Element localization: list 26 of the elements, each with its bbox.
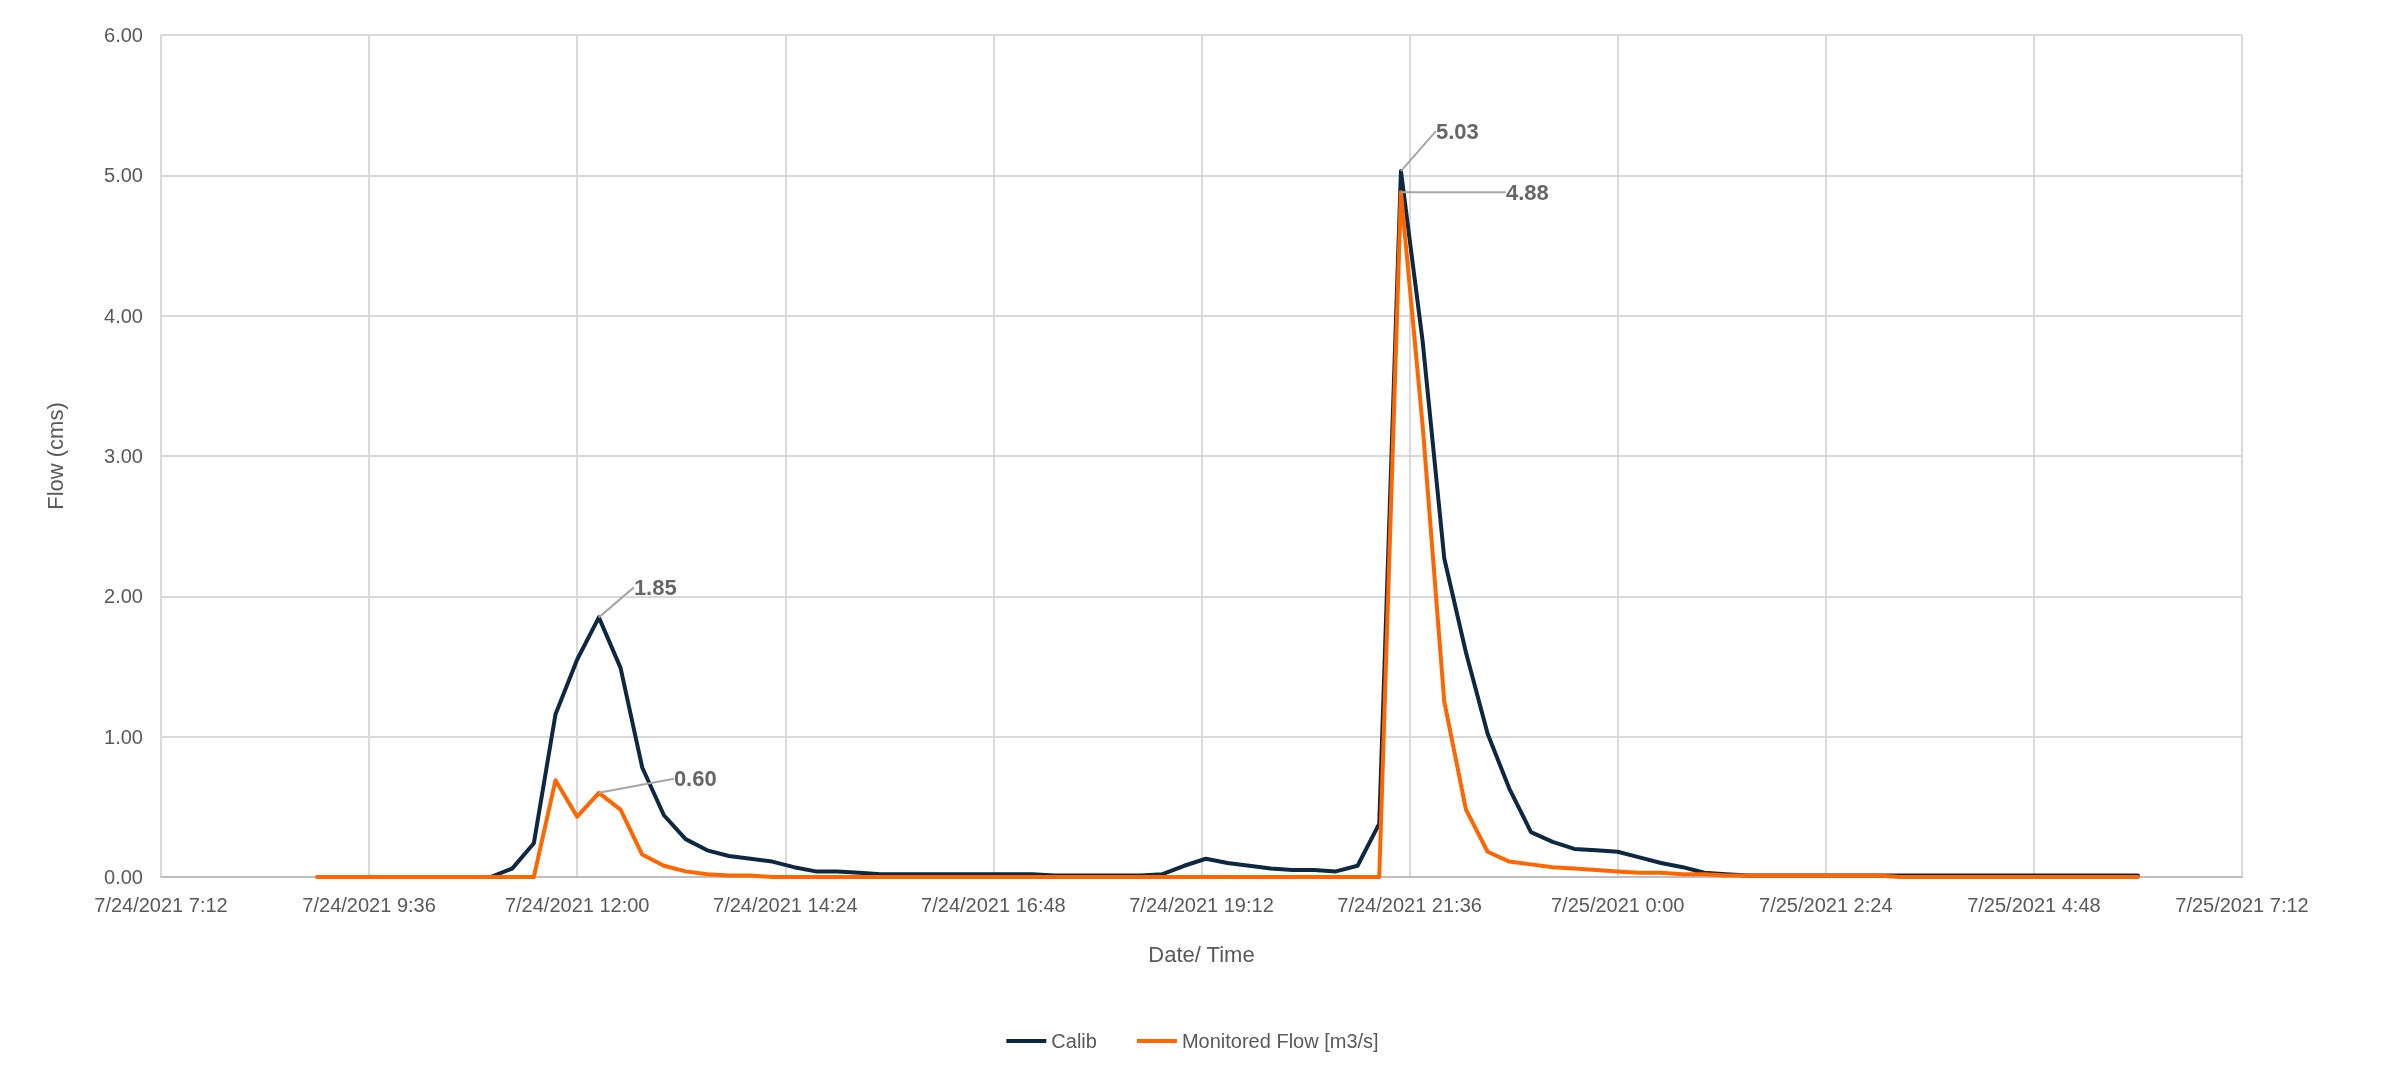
annotation: 0.60	[673, 766, 717, 792]
x-tick-label: 7/25/2021 0:00	[1550, 894, 1685, 916]
y-tick-label: 1.00	[104, 725, 143, 748]
x-tick-label: 7/24/2021 14:24	[713, 894, 858, 916]
y-tick-label: 3.00	[104, 445, 143, 467]
y-tick-label: 4.00	[104, 304, 143, 327]
x-tick-label: 7/24/2021 19:12	[1129, 894, 1274, 916]
annotation: 4.88	[1505, 179, 1549, 205]
x-tick-label: 7/24/2021 12:00	[504, 894, 650, 916]
legend-label: Calib	[1051, 1030, 1097, 1052]
legend-label: Monitored Flow [m3/s]	[1181, 1030, 1379, 1052]
x-tick-label: 7/25/2021 4:48	[1967, 894, 2101, 916]
x-tick-label: 7/24/2021 9:36	[302, 894, 436, 916]
x-tick-label: 7/24/2021 16:48	[921, 894, 1066, 916]
y-tick-label: 6.00	[104, 24, 143, 46]
y-axis-title: Flow (cms)	[42, 402, 68, 510]
x-tick-label: 7/24/2021 21:36	[1337, 894, 1482, 916]
y-tick-label: 5.00	[104, 164, 143, 187]
x-tick-label: 7/24/2021 7:12	[94, 894, 228, 916]
x-tick-label: 7/25/2021 2:24	[1759, 894, 1893, 916]
annotation: 5.03	[1435, 118, 1479, 144]
y-tick-label: 0.00	[104, 866, 143, 888]
x-tick-label: 7/25/2021 7:12	[2175, 894, 2309, 916]
annotation: 1.85	[633, 574, 677, 600]
x-axis-title: Date/ Time	[1148, 941, 1255, 967]
y-tick-label: 2.00	[104, 585, 143, 608]
